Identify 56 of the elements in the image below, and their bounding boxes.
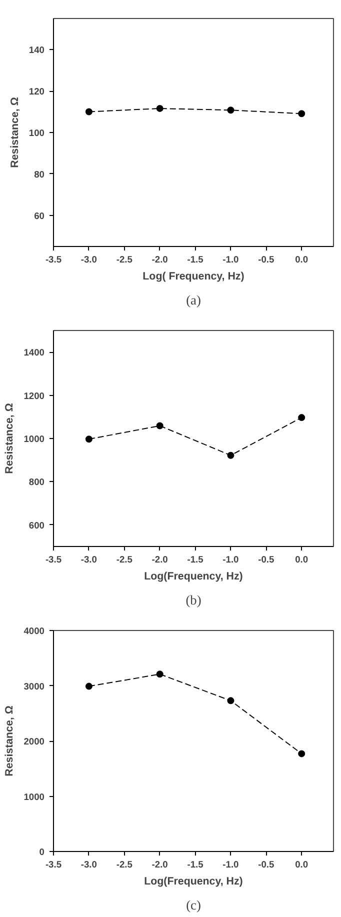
- y-tick-label: 3000: [24, 681, 45, 692]
- x-tick-label: -1.0: [222, 554, 239, 564]
- y-axis-title: Resistance, Ω: [4, 705, 16, 776]
- y-tick-label: 140: [28, 45, 45, 56]
- x-tick-label: -2.0: [152, 554, 168, 564]
- x-tick-label: 0.0: [295, 554, 308, 564]
- x-tick-label: 0.0: [295, 254, 308, 264]
- x-tick-label: -1.0: [222, 254, 239, 264]
- x-tick-label: -3.5: [45, 254, 62, 264]
- point: [85, 436, 92, 443]
- x-tick-label: -0.5: [258, 554, 274, 564]
- x-tick-label: -2.5: [116, 860, 132, 870]
- y-axis-title: Resistance, Ω: [4, 402, 16, 474]
- point: [298, 414, 306, 422]
- x-tick-label: -1.5: [187, 254, 204, 264]
- point: [227, 452, 234, 459]
- x-tick-label: 0.0: [295, 860, 308, 870]
- y-tick-label: 100: [28, 128, 45, 138]
- y-tick-label: 1200: [24, 390, 45, 401]
- point: [85, 682, 92, 690]
- x-tick-label: -1.0: [222, 860, 239, 870]
- x-tick-label: -3.0: [80, 254, 97, 264]
- y-tick-label: 1400: [24, 348, 45, 358]
- text: (a): [186, 292, 201, 308]
- text: (c): [186, 898, 201, 912]
- x-axis-title: Log(Frequency, Hz): [144, 570, 244, 582]
- x-tick-label: -0.5: [258, 254, 274, 264]
- point: [156, 670, 164, 678]
- y-tick-label: 1000: [24, 434, 45, 444]
- y-tick-label: 800: [28, 477, 45, 488]
- y-tick-label: 600: [28, 520, 45, 530]
- x-tick-label: -2.5: [116, 254, 132, 264]
- y-tick-label: 60: [34, 210, 45, 221]
- x-tick-label: -3.5: [45, 554, 62, 564]
- x-tick-label: -3.0: [80, 554, 97, 564]
- y-tick-label: 120: [28, 86, 45, 97]
- x-tick-label: -3.5: [45, 860, 62, 870]
- x-tick-label: -0.5: [258, 860, 274, 870]
- x-tick-label: -1.5: [187, 860, 204, 870]
- point: [298, 750, 306, 758]
- y-tick-label: 4000: [24, 626, 45, 636]
- y-tick-label: 2000: [24, 736, 45, 746]
- point: [156, 422, 164, 430]
- text: (b): [186, 592, 202, 608]
- y-tick-label: 80: [34, 169, 45, 180]
- x-tick-label: -1.5: [187, 554, 204, 564]
- x-tick-label: -3.0: [80, 860, 97, 870]
- x-axis-title: Log(Frequency, Hz): [144, 876, 244, 888]
- point: [227, 697, 234, 704]
- x-axis-title: Log( Frequency, Hz): [142, 270, 245, 282]
- y-tick-label: 1000: [24, 792, 45, 802]
- y-axis-title: Resistance, Ω: [8, 96, 21, 168]
- x-tick-label: -2.0: [152, 860, 168, 870]
- x-tick-label: -2.0: [152, 254, 168, 264]
- y-tick-label: 0: [39, 847, 45, 857]
- x-tick-label: -2.5: [116, 554, 132, 564]
